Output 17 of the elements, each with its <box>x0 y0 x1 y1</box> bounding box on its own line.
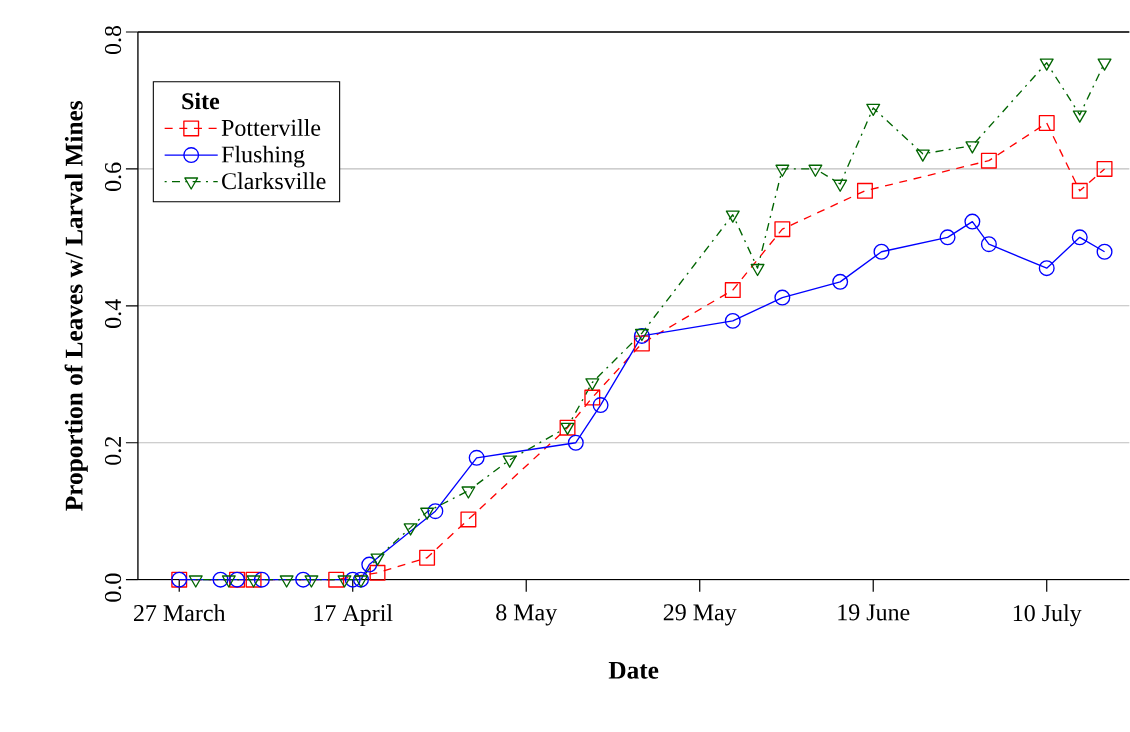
legend-label: Clarksville <box>222 172 326 190</box>
x-tick-label: 10 July <box>1013 604 1082 627</box>
x-tick-label: 29 May <box>663 604 737 626</box>
y-tick-label: 0.0 <box>104 573 122 602</box>
x-tick-label: 19 June <box>838 604 910 621</box>
y-tick-label: 0.2 <box>104 437 122 466</box>
y-tick-label: 0.4 <box>104 299 122 329</box>
legend-label: Flushing <box>221 145 305 168</box>
x-axis-title: Date <box>608 662 659 680</box>
y-axis-title: Proportion of Leaves w/ Larval Mines <box>64 101 88 512</box>
x-tick-label: 27 March <box>133 604 226 622</box>
legend-label: Potterville <box>221 119 321 137</box>
legend-title: Site <box>182 92 220 110</box>
y-tick-label: 0.8 <box>104 26 122 55</box>
y-tick-label: 0.6 <box>104 162 122 192</box>
x-tick-label: 8 May <box>496 604 558 626</box>
x-tick-label: 17 April <box>314 604 393 627</box>
